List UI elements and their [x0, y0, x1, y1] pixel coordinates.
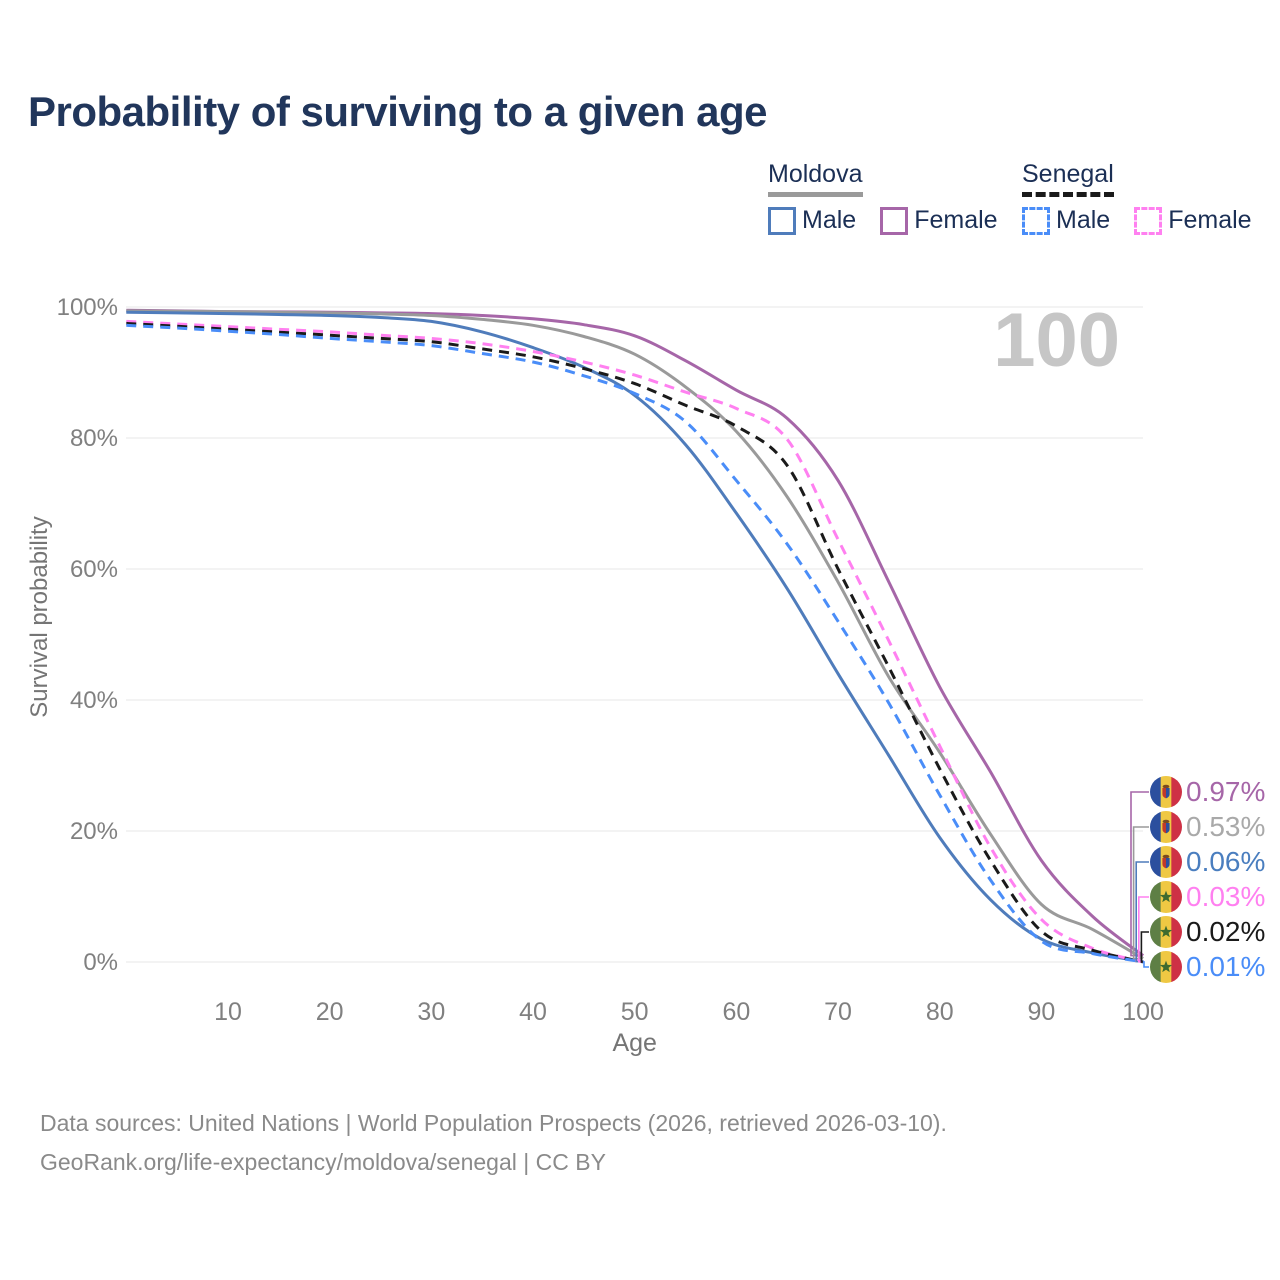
footer-data-sources: Data sources: United Nations | World Pop… — [40, 1110, 947, 1136]
x-tick-label: 40 — [519, 998, 547, 1026]
x-tick-label: 20 — [316, 998, 344, 1026]
x-tick-label: 60 — [722, 998, 750, 1026]
legend-item-moldova-female[interactable]: Female — [880, 206, 998, 235]
endpoint-value-label: 0.97% — [1186, 776, 1265, 807]
endpoint-value-label: 0.03% — [1186, 881, 1265, 912]
age-100-watermark: 100 — [993, 298, 1120, 383]
dashed-line-swatch-icon — [1134, 206, 1163, 235]
chart-footer: Data sources: United Nations | World Pop… — [40, 1104, 947, 1182]
legend-group-moldova: Moldova Male Female — [768, 160, 998, 235]
legend-item-label: Male — [802, 206, 857, 234]
x-axis-label: Age — [612, 1029, 656, 1057]
leader-line — [1143, 961, 1149, 968]
endpoint-row-senegal-female: 0.03% — [1150, 881, 1265, 913]
legend-group-senegal: Senegal Male Female — [1022, 160, 1252, 235]
gridlines: 100% 80% 60% 40% 20% 0% — [57, 294, 1143, 976]
page-title: Probability of surviving to a given age — [28, 88, 767, 135]
y-tick-label: 100% — [57, 294, 118, 321]
series-line-senegal-male — [126, 323, 1144, 964]
y-tick-label: 80% — [70, 425, 118, 452]
star-icon — [1159, 890, 1173, 903]
x-tick-label: 90 — [1028, 998, 1056, 1026]
y-tick-label: 20% — [70, 818, 118, 845]
x-tick-label: 100 — [1122, 998, 1164, 1026]
moldova-flag-icon — [1150, 811, 1182, 843]
legend-item-moldova-male[interactable]: Male — [768, 206, 856, 235]
endpoint-row-moldova-total: 0.53% — [1150, 811, 1265, 843]
footer-attribution-url: GeoRank.org/life-expectancy/moldova/sene… — [40, 1149, 606, 1175]
y-tick-label: 60% — [70, 556, 118, 583]
endpoint-annotations: 0.97% 0.53% 0.06% 0.03% 0.02% 0.01% — [1130, 776, 1265, 983]
y-axis-label: Survival probability — [26, 516, 53, 717]
y-tick-label: 40% — [70, 687, 118, 714]
solid-line-swatch-icon — [880, 206, 909, 235]
x-tick-label: 50 — [621, 998, 649, 1026]
senegal-flag-icon — [1150, 881, 1182, 913]
solid-line-swatch-icon — [768, 206, 796, 235]
moldova-flag-icon — [1150, 846, 1182, 878]
endpoint-value-label: 0.02% — [1186, 916, 1265, 947]
legend-item-label: Female — [914, 206, 998, 234]
y-tick-label: 0% — [83, 949, 118, 976]
x-tick-label: 80 — [926, 998, 954, 1026]
endpoint-value-label: 0.06% — [1186, 846, 1265, 877]
star-icon — [1159, 925, 1173, 938]
legend-item-senegal-male[interactable]: Male — [1022, 206, 1110, 235]
endpoint-row-senegal-total: 0.02% — [1150, 916, 1265, 948]
senegal-flag-icon — [1150, 916, 1182, 948]
series-line-moldova-total — [126, 309, 1144, 960]
x-tick-label: 70 — [824, 998, 852, 1026]
legend-item-label: Female — [1168, 206, 1252, 234]
series-line-moldova-male — [126, 310, 1144, 964]
senegal-flag-icon — [1150, 951, 1182, 983]
moldova-flag-icon — [1150, 776, 1182, 808]
endpoint-value-label: 0.53% — [1186, 811, 1265, 842]
series-line-senegal-female — [126, 319, 1144, 964]
legend-country-senegal: Senegal — [1022, 160, 1114, 197]
legend-item-senegal-female[interactable]: Female — [1134, 206, 1252, 235]
endpoint-value-label: 0.01% — [1186, 951, 1265, 982]
endpoint-row-senegal-male: 0.01% — [1150, 951, 1265, 983]
x-tick-label: 30 — [417, 998, 445, 1026]
leader-line — [1140, 931, 1149, 963]
endpoint-row-moldova-male: 0.06% — [1150, 846, 1265, 878]
dashed-line-swatch-icon — [1022, 206, 1050, 235]
legend-country-moldova: Moldova — [768, 160, 863, 197]
legend-item-label: Male — [1056, 206, 1111, 234]
x-tick-label: 10 — [214, 998, 242, 1026]
chart-legend: Moldova Male Female Senegal Male Female — [0, 160, 1280, 250]
series-line-senegal-total — [126, 321, 1144, 964]
star-icon — [1159, 960, 1173, 973]
endpoint-row-moldova-female: 0.97% — [1150, 776, 1265, 808]
